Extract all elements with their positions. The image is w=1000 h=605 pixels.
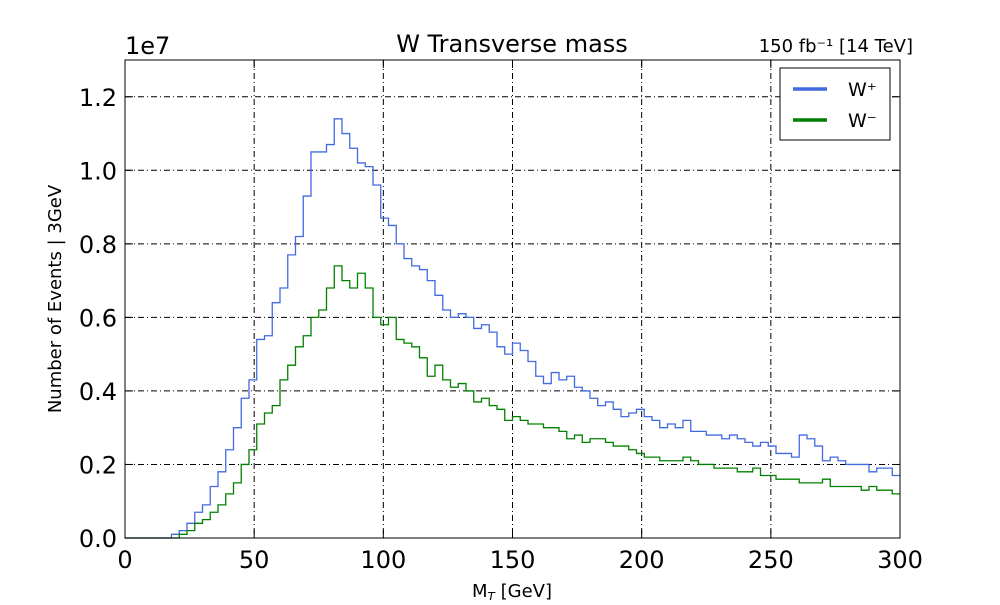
- gridlines: [125, 60, 900, 538]
- y-tick-label: 0.6: [79, 304, 117, 332]
- series-line-w-plus: [125, 118, 900, 539]
- x-tick-label: 300: [877, 546, 923, 574]
- x-tick-label: 100: [360, 546, 406, 574]
- y-tick-label: 0.8: [79, 231, 117, 259]
- y-tick-label: 0.2: [79, 451, 117, 479]
- x-tick-label: 0: [117, 546, 132, 574]
- axis-ticks: 0 50 100 150 200 250 300 0.0 0.2 0.4 0.6 0.8 1.0 1.2: [79, 60, 923, 574]
- legend: W⁺ W⁻: [779, 67, 891, 141]
- legend-box: [779, 67, 891, 141]
- x-tick-label: 150: [490, 546, 536, 574]
- x-axis-label-unit: [GeV]: [495, 581, 552, 600]
- y-tick-label: 0.4: [79, 378, 117, 406]
- y-axis-label: Number of Events | 3GeV: [45, 184, 66, 413]
- x-axis-label-subscript: T: [488, 590, 497, 600]
- x-axis-label: MT [GeV]: [472, 581, 552, 600]
- x-tick-label: 200: [619, 546, 665, 574]
- legend-label-w-plus: W⁺: [848, 79, 877, 101]
- x-tick-label: 50: [239, 546, 270, 574]
- y-axis-multiplier: 1e7: [125, 32, 170, 60]
- y-tick-label: 1.2: [79, 84, 117, 112]
- series-layer: [125, 118, 900, 539]
- chart-title: W Transverse mass: [396, 30, 628, 58]
- y-tick-label: 0.0: [79, 525, 117, 553]
- x-axis-label-main: M: [472, 581, 488, 600]
- legend-label-w-minus: W⁻: [848, 110, 877, 132]
- x-tick-label: 250: [748, 546, 794, 574]
- series-line-w-minus: [125, 265, 900, 539]
- y-tick-label: 1.0: [79, 157, 117, 185]
- chart-subtitle: 150 fb⁻¹ [14 TeV]: [759, 36, 913, 57]
